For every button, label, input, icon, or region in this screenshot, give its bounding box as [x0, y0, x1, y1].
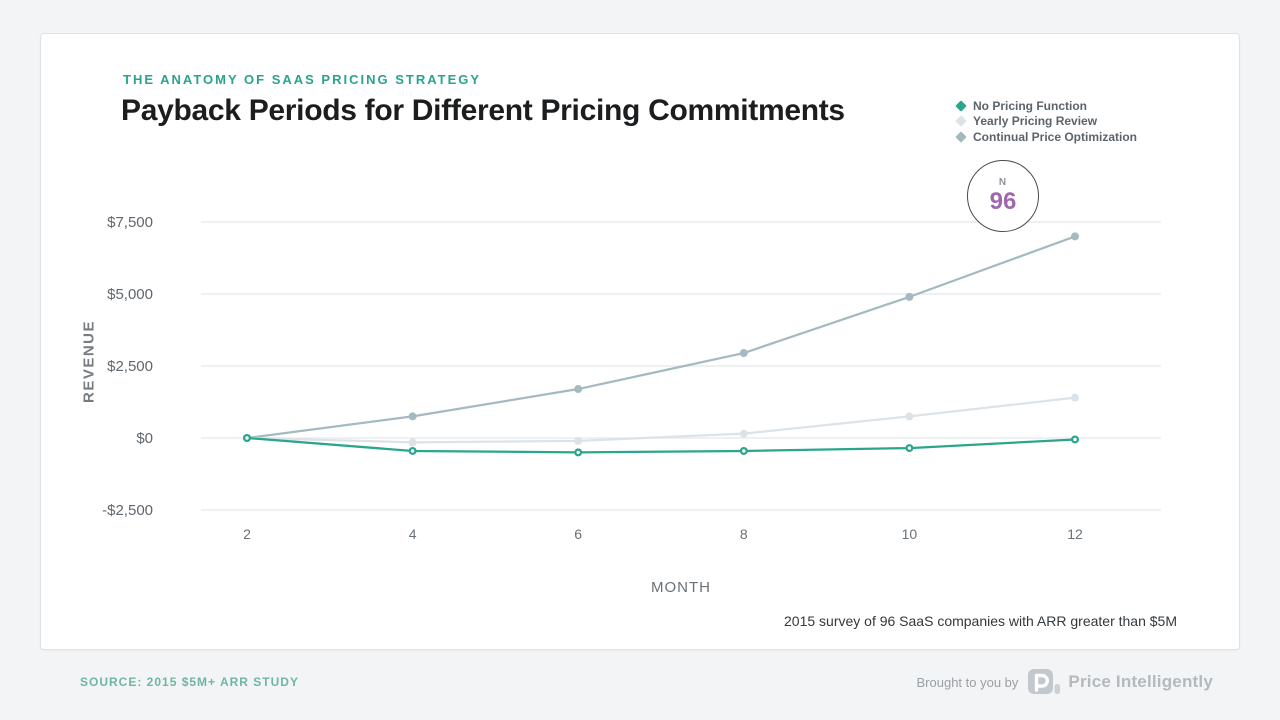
data-point[interactable]	[574, 385, 583, 394]
data-point[interactable]	[905, 412, 914, 421]
source-text: SOURCE: 2015 $5M+ ARR STUDY	[80, 675, 299, 689]
data-point[interactable]	[1071, 393, 1079, 402]
data-point-center	[576, 450, 580, 455]
sample-size-badge: N 96	[967, 160, 1039, 232]
x-axis-title: MONTH	[651, 579, 711, 596]
eyebrow-text: THE ANATOMY OF SAAS PRICING STRATEGY	[123, 72, 482, 87]
data-point[interactable]	[1071, 232, 1079, 241]
chart-svg: $7,500 $5,000 $2,500 $0 -$2,500 2 4 6 8 10 12	[102, 214, 1161, 542]
y-tick-label: -$2,500	[102, 502, 153, 519]
brought-by-text: Brought to you by	[916, 674, 1019, 690]
legend-label: Continual Price Optimization	[973, 129, 1138, 144]
y-tick-label: $0	[136, 430, 153, 447]
survey-note: 2015 survey of 96 SaaS companies with AR…	[784, 613, 1177, 629]
data-point[interactable]	[408, 438, 417, 447]
x-tick-label: 10	[902, 526, 918, 542]
y-tick-label: $2,500	[107, 358, 153, 375]
data-point-center	[907, 446, 912, 450]
y-tick-label: $7,500	[107, 214, 153, 231]
chart-legend: No Pricing Function Yearly Pricing Revie…	[955, 98, 1138, 145]
data-point-center	[742, 449, 746, 453]
brand-name: Price Intelligently	[1068, 672, 1213, 691]
series-line-no-pricing-function	[245, 436, 1077, 454]
data-point[interactable]	[739, 349, 748, 358]
x-tick-label: 8	[740, 526, 748, 542]
series-line-continual-price-optimization	[245, 235, 1077, 440]
data-point-center	[245, 436, 249, 440]
price-intelligently-logo-icon	[1028, 669, 1061, 694]
x-tick-label: 2	[243, 526, 251, 542]
legend-item-no-pricing-function[interactable]: No Pricing Function	[955, 98, 1137, 114]
data-point-center	[1073, 437, 1077, 442]
data-point[interactable]	[574, 436, 583, 445]
data-point[interactable]	[905, 292, 914, 301]
page-title: Payback Periods for Different Pricing Co…	[121, 94, 845, 127]
series-line-yearly-pricing-review	[245, 396, 1077, 444]
sample-size-label: N	[998, 177, 1008, 188]
chart-card: THE ANATOMY OF SAAS PRICING STRATEGY Pay…	[40, 33, 1240, 650]
y-axis-title: REVENUE	[80, 319, 98, 404]
legend-label: No Pricing Function	[973, 98, 1087, 113]
data-point[interactable]	[408, 412, 417, 421]
data-point-center	[410, 449, 415, 453]
data-point[interactable]	[739, 429, 748, 438]
x-tick-label: 6	[574, 526, 582, 542]
x-tick-label: 12	[1067, 526, 1083, 542]
legend-label: Yearly Pricing Review	[973, 114, 1098, 129]
x-tick-label: 4	[409, 526, 417, 542]
legend-item-continual-price-optimization[interactable]: Continual Price Optimization	[955, 129, 1138, 145]
sample-size-value: 96	[989, 188, 1017, 215]
footer: SOURCE: 2015 $5M+ ARR STUDY Brought to y…	[80, 664, 1213, 700]
y-tick-label: $5,000	[107, 286, 153, 303]
legend-item-yearly-pricing-review[interactable]: Yearly Pricing Review	[955, 114, 1137, 130]
brand-group: Brought to you by Price Intelligently	[917, 667, 1213, 697]
